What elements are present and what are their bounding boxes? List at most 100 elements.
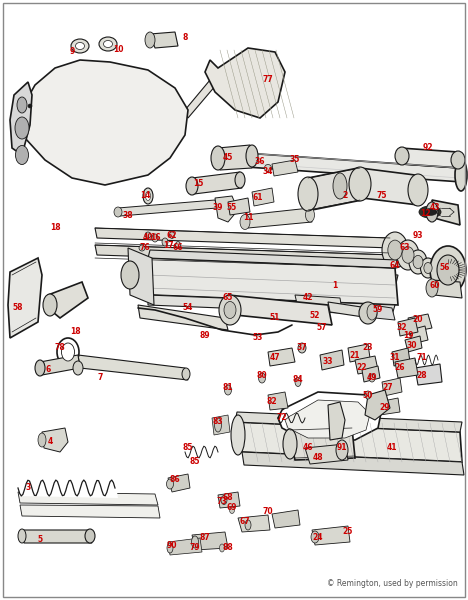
- Ellipse shape: [43, 294, 57, 316]
- Text: 24: 24: [313, 533, 323, 542]
- Polygon shape: [295, 295, 342, 310]
- Ellipse shape: [38, 433, 46, 447]
- Ellipse shape: [365, 391, 371, 399]
- Polygon shape: [355, 356, 378, 374]
- Polygon shape: [410, 326, 428, 344]
- Ellipse shape: [152, 234, 158, 242]
- Ellipse shape: [61, 343, 74, 361]
- Polygon shape: [415, 364, 442, 385]
- Text: 63: 63: [400, 244, 410, 253]
- Text: 2: 2: [343, 191, 348, 199]
- Polygon shape: [148, 250, 397, 268]
- Polygon shape: [432, 200, 460, 225]
- Text: 45: 45: [223, 154, 233, 163]
- Text: 73: 73: [217, 497, 227, 506]
- Polygon shape: [48, 282, 88, 318]
- Text: 31: 31: [390, 353, 400, 362]
- Polygon shape: [268, 348, 295, 366]
- Polygon shape: [228, 295, 332, 325]
- Ellipse shape: [426, 279, 438, 297]
- Ellipse shape: [419, 206, 441, 218]
- Polygon shape: [18, 60, 188, 185]
- Polygon shape: [118, 200, 217, 216]
- Polygon shape: [18, 480, 118, 498]
- Ellipse shape: [369, 374, 375, 382]
- Polygon shape: [148, 295, 395, 315]
- Text: 20: 20: [413, 316, 423, 325]
- Polygon shape: [328, 402, 345, 440]
- Text: 82: 82: [267, 397, 278, 407]
- Text: 37: 37: [297, 343, 307, 352]
- Ellipse shape: [221, 496, 227, 505]
- Polygon shape: [288, 428, 355, 460]
- Text: 81: 81: [223, 383, 234, 392]
- Text: 42: 42: [303, 293, 313, 302]
- Ellipse shape: [167, 543, 173, 553]
- Text: 21: 21: [350, 350, 360, 359]
- Polygon shape: [360, 168, 418, 205]
- Ellipse shape: [219, 295, 241, 325]
- Ellipse shape: [169, 232, 175, 238]
- Polygon shape: [212, 415, 230, 435]
- Text: 14: 14: [140, 191, 150, 199]
- Ellipse shape: [17, 97, 27, 113]
- Ellipse shape: [167, 479, 174, 489]
- Polygon shape: [168, 474, 190, 492]
- Text: 58: 58: [13, 304, 23, 313]
- Text: 68: 68: [223, 493, 234, 503]
- Text: 61: 61: [253, 193, 263, 202]
- Polygon shape: [95, 228, 392, 248]
- Ellipse shape: [298, 343, 306, 353]
- Text: 77: 77: [263, 76, 273, 85]
- Text: 38: 38: [123, 211, 133, 220]
- Text: 75: 75: [377, 191, 387, 199]
- Polygon shape: [392, 348, 410, 366]
- Ellipse shape: [336, 440, 348, 460]
- Text: 5: 5: [37, 535, 43, 545]
- Ellipse shape: [35, 360, 45, 376]
- Text: 22: 22: [357, 364, 367, 373]
- Text: 36: 36: [255, 157, 265, 166]
- Text: 85: 85: [190, 457, 200, 467]
- Ellipse shape: [224, 301, 236, 319]
- Polygon shape: [398, 318, 418, 336]
- Ellipse shape: [413, 256, 423, 269]
- Polygon shape: [150, 32, 178, 48]
- Polygon shape: [285, 400, 370, 438]
- Text: 29: 29: [380, 403, 390, 413]
- Ellipse shape: [421, 258, 436, 278]
- Ellipse shape: [430, 246, 466, 294]
- Polygon shape: [348, 344, 370, 362]
- Ellipse shape: [211, 146, 225, 170]
- Text: 39: 39: [213, 203, 223, 212]
- Polygon shape: [228, 198, 250, 215]
- Text: 55: 55: [227, 203, 237, 212]
- Polygon shape: [205, 48, 285, 118]
- Ellipse shape: [139, 245, 145, 251]
- Ellipse shape: [240, 214, 250, 229]
- Polygon shape: [268, 392, 288, 410]
- Text: 16: 16: [150, 233, 160, 242]
- Text: 43: 43: [430, 203, 440, 212]
- Ellipse shape: [235, 172, 245, 188]
- Polygon shape: [10, 82, 32, 155]
- Text: 80: 80: [256, 370, 267, 379]
- Text: 54: 54: [183, 304, 193, 313]
- Text: 1: 1: [332, 280, 337, 289]
- Ellipse shape: [99, 37, 117, 51]
- Text: 76: 76: [139, 244, 150, 253]
- Polygon shape: [148, 258, 398, 305]
- Text: 78: 78: [55, 343, 66, 352]
- Polygon shape: [185, 68, 222, 118]
- Text: 84: 84: [292, 376, 303, 385]
- Text: 47: 47: [270, 353, 280, 362]
- Ellipse shape: [258, 373, 265, 383]
- Text: 92: 92: [423, 143, 433, 152]
- Ellipse shape: [146, 191, 151, 200]
- Text: 26: 26: [395, 364, 405, 373]
- Polygon shape: [272, 510, 300, 528]
- Ellipse shape: [382, 232, 408, 268]
- Text: 62: 62: [167, 230, 177, 239]
- Ellipse shape: [409, 250, 427, 274]
- Ellipse shape: [455, 159, 467, 191]
